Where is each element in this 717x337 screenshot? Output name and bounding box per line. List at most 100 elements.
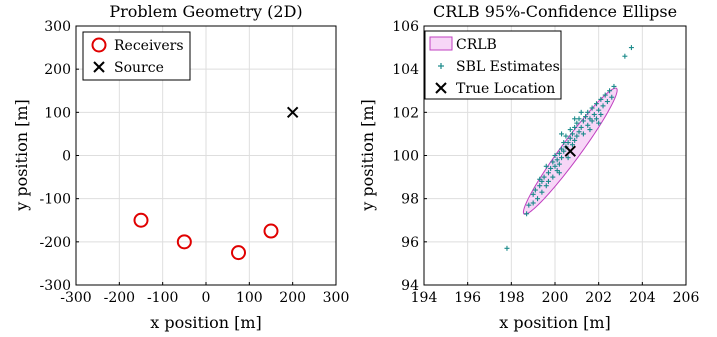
legend-true-location-label: True Location [456, 81, 555, 97]
estimate-marker [556, 161, 562, 167]
estimate-marker [561, 148, 567, 154]
estimate-marker [543, 183, 549, 189]
data-marks [504, 45, 634, 251]
estimate-marker [596, 120, 602, 126]
estimate-marker [565, 155, 571, 161]
estimate-marker [550, 159, 556, 165]
estimate-marker [569, 142, 575, 148]
y-axis-label: y position [m] [358, 99, 377, 212]
legend-crlb-swatch [429, 36, 453, 51]
x-tick-label: -300 [60, 290, 91, 306]
estimate-marker [600, 103, 606, 109]
estimate-marker [563, 133, 569, 139]
x-marker [286, 106, 299, 119]
estimate-marker [567, 127, 573, 133]
legend-source-label: Source [114, 60, 164, 76]
y-axis-label: y position [m] [12, 99, 31, 212]
estimate-marker [565, 140, 571, 146]
estimate-marker [628, 45, 634, 51]
estimate-marker [552, 153, 558, 158]
estimate-marker [609, 94, 615, 100]
estimate-marker [548, 165, 554, 171]
estimate-marker [535, 196, 541, 202]
x-axis-label: x position [m] [499, 313, 611, 332]
estimate-marker [574, 120, 580, 126]
estimate-marker [589, 118, 595, 124]
y-tick-label: 100 [392, 149, 419, 165]
legend-true-location-marker [435, 82, 447, 94]
estimate-marker [602, 92, 608, 98]
plot-frame [75, 25, 337, 286]
estimate-marker [530, 200, 536, 206]
estimate-marker [611, 83, 617, 89]
legend: CRLB SBL Estimates True Location [424, 30, 562, 100]
x-tick-label: -200 [104, 290, 135, 306]
estimate-marker [593, 116, 599, 122]
plot-title: CRLB 95%-Confidence Ellipse [433, 2, 677, 21]
estimate-marker [598, 96, 604, 102]
estimate-marker [537, 183, 543, 189]
estimate-marker [559, 131, 565, 137]
estimate-marker [578, 109, 584, 115]
estimate-marker [598, 111, 604, 117]
x-stroke [564, 145, 576, 157]
y-tick-label: -300 [40, 278, 71, 294]
legend-crlb-label: CRLB [456, 37, 497, 53]
estimate-marker [589, 105, 595, 111]
estimate-marker [593, 101, 599, 107]
estimate-marker [550, 174, 556, 180]
estimate-marker [591, 111, 597, 117]
legend-receivers-label: Receivers [114, 38, 184, 54]
receiver-marker [231, 245, 246, 261]
estimate-marker [556, 150, 562, 156]
estimate-marker [622, 53, 628, 59]
estimate-marker [556, 170, 562, 176]
receiver-marker [133, 212, 149, 228]
x-tick-label: 196 [454, 290, 481, 306]
x-axis-label: x position [m] [150, 313, 262, 332]
estimate-marker [587, 127, 593, 133]
estimate-marker [585, 109, 591, 115]
estimate-marker [554, 157, 560, 163]
x-tick-label: 204 [629, 290, 656, 306]
legend-receivers-marker [91, 37, 107, 53]
estimate-marker [567, 135, 573, 141]
estimate-marker [543, 163, 549, 169]
x-tick-label: 200 [279, 290, 306, 306]
y-tick-label: 94 [401, 278, 419, 294]
x-tick-label: 300 [323, 290, 350, 306]
legend-sbl-label: SBL Estimates [456, 59, 560, 75]
estimate-marker [541, 174, 547, 180]
estimate-marker [552, 163, 558, 169]
estimate-marker [572, 124, 578, 130]
estimate-marker [524, 211, 530, 217]
legend-box [82, 31, 191, 81]
x-marker [564, 145, 576, 157]
legend-source-marker [93, 61, 105, 73]
estimate-marker [596, 107, 602, 113]
estimate-marker [530, 191, 536, 197]
tick-labels: -300 -200 -100 0 100 200 300 -300 -200 -100 0 100 20… [40, 19, 350, 306]
estimate-marker [504, 245, 510, 251]
tick-labels: 194 196 198 200 202 204 206 94 96 98 100 102 104 106 [392, 19, 699, 306]
estimate-marker [545, 178, 551, 184]
estimate-marker [604, 99, 610, 105]
x-stroke [286, 106, 299, 119]
y-tick-label: 96 [401, 235, 419, 251]
estimate-marker [526, 202, 532, 208]
x-tick-label: 100 [236, 290, 263, 306]
legend-sbl-marker [438, 63, 444, 69]
estimate-marker [537, 176, 543, 182]
estimate-marker [583, 114, 589, 120]
estimate-marker [576, 129, 582, 135]
estimate-marker [532, 187, 538, 193]
receiver-marker [176, 234, 192, 250]
x-tick-label: 202 [585, 290, 612, 306]
estimate-marker [580, 131, 586, 137]
estimate-marker [574, 133, 580, 139]
y-tick-label: 0 [62, 149, 71, 165]
y-tick-label: 104 [392, 62, 419, 78]
estimate-marker [561, 140, 567, 146]
data-marks [133, 106, 299, 261]
y-tick-label: 106 [392, 19, 419, 35]
